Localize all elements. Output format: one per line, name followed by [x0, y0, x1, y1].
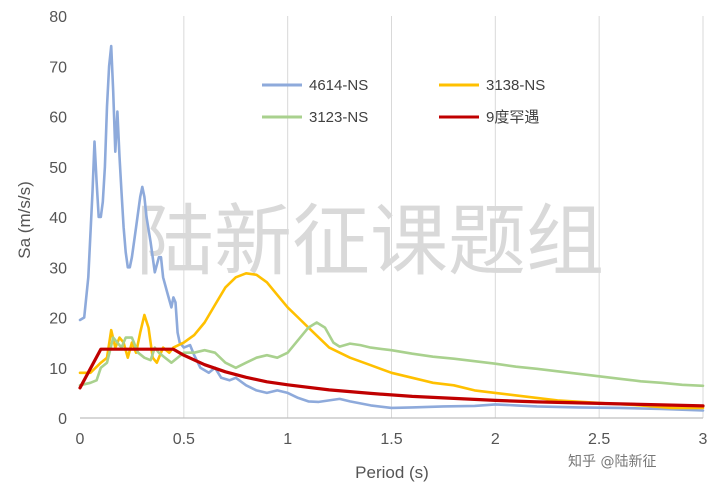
credit-text: 知乎 @陆新征 — [568, 453, 656, 470]
watermark-text: 陆新征课题组 — [136, 197, 604, 287]
series-line-4614-ns — [78, 44, 705, 412]
x-tick-label: 0.5 — [173, 431, 195, 448]
series-lines — [78, 44, 705, 412]
x-tick-label: 0 — [76, 431, 85, 448]
y-tick-label: 70 — [49, 59, 67, 76]
x-tick-label: 2.5 — [588, 431, 610, 448]
y-tick-label: 80 — [49, 9, 67, 26]
legend-label-3138-ns: 3138-NS — [486, 77, 545, 94]
y-tick-label: 0 — [58, 411, 67, 428]
x-tick-label: 1.5 — [380, 431, 402, 448]
legend-label-4614-ns: 4614-NS — [309, 77, 368, 94]
x-tick-label: 1 — [283, 431, 292, 448]
y-tick-label: 10 — [49, 361, 67, 378]
legend-label-9du-hanyu: 9度罕遇 — [486, 109, 539, 126]
y-tick-label: 40 — [49, 210, 67, 227]
x-tick-labels: 0 0.5 1 1.5 2 2.5 3 — [76, 431, 708, 448]
y-tick-label: 20 — [49, 311, 67, 328]
x-tick-label: 3 — [699, 431, 708, 448]
series-line-3138-ns — [78, 272, 705, 410]
legend-label-3123-ns: 3123-NS — [309, 109, 368, 126]
y-tick-label: 50 — [49, 160, 67, 177]
legend: 4614-NS 3138-NS 3123-NS 9度罕遇 — [262, 77, 545, 126]
x-tick-label: 2 — [491, 431, 500, 448]
y-tick-labels: 0 10 20 30 40 50 60 70 80 — [49, 9, 67, 428]
series-line-9 — [78, 347, 705, 408]
y-axis-title: Sa (m/s/s) — [15, 181, 34, 258]
vertical-gridlines — [183, 16, 704, 418]
y-tick-label: 30 — [49, 260, 67, 277]
y-tick-label: 60 — [49, 110, 67, 127]
x-axis-title: Period (s) — [355, 463, 429, 482]
